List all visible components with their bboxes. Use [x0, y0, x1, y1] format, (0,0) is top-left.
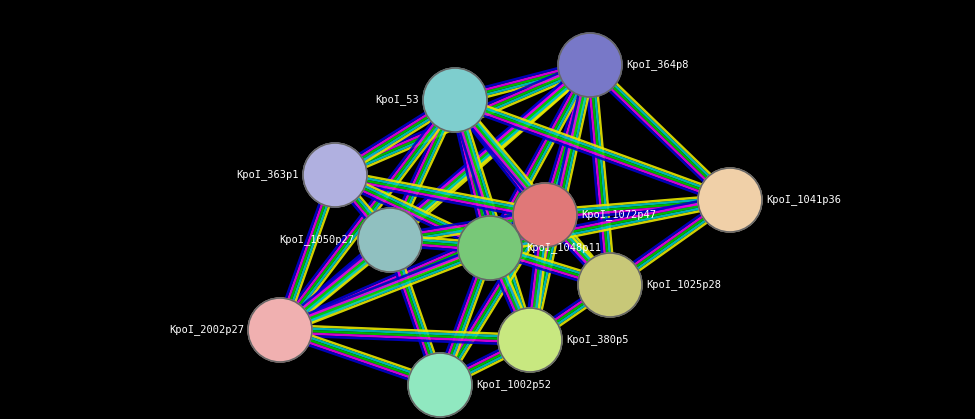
Circle shape [303, 143, 367, 207]
Text: KpoI_363p1: KpoI_363p1 [237, 170, 299, 181]
Text: KpoI_1072p47: KpoI_1072p47 [581, 210, 656, 220]
Text: KpoI_1025p28: KpoI_1025p28 [646, 279, 721, 290]
Text: KpoI_53: KpoI_53 [375, 95, 419, 106]
Text: KpoI_1041p36: KpoI_1041p36 [766, 194, 841, 205]
Circle shape [408, 353, 472, 417]
Text: KpoI_380p5: KpoI_380p5 [566, 334, 629, 345]
Circle shape [423, 68, 487, 132]
Text: KpoI_1048p11: KpoI_1048p11 [526, 243, 601, 253]
Circle shape [578, 253, 642, 317]
Text: KpoI_1002p52: KpoI_1002p52 [476, 380, 551, 391]
Text: KpoI_1050p27: KpoI_1050p27 [279, 235, 354, 246]
Text: KpoI_2002p27: KpoI_2002p27 [169, 325, 244, 336]
Circle shape [458, 216, 522, 280]
Circle shape [248, 298, 312, 362]
Circle shape [558, 33, 622, 97]
Circle shape [698, 168, 762, 232]
Text: KpoI_364p8: KpoI_364p8 [626, 59, 688, 70]
Circle shape [358, 208, 422, 272]
Circle shape [498, 308, 562, 372]
Circle shape [513, 183, 577, 247]
